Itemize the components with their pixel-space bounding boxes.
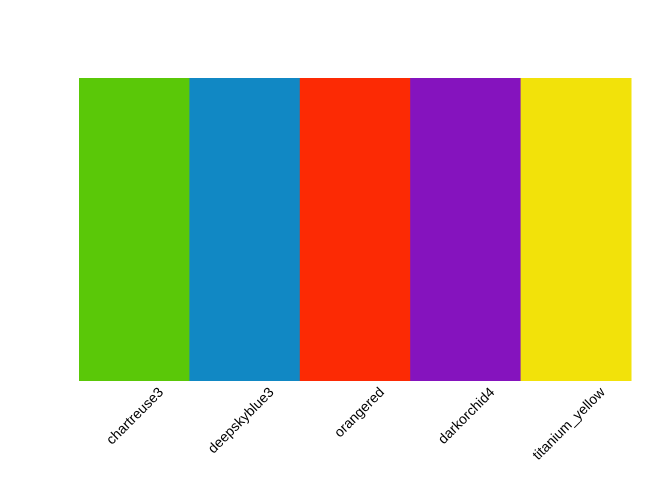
swatch-deepskyblue3 <box>189 78 301 381</box>
swatch-chartreuse3 <box>79 78 190 381</box>
swatches <box>79 78 632 381</box>
x-tick-labels: chartreuse3 deepskyblue3 orangered darkorch… <box>103 383 609 463</box>
swatch-orangered <box>299 78 411 381</box>
x-tick-label: darkorchid4 <box>434 384 497 447</box>
x-tick-label: deepskyblue3 <box>204 384 277 457</box>
x-tick-label: orangered <box>331 384 387 440</box>
x-tick-label: titanium_yellow <box>529 383 609 463</box>
swatch-titanium_yellow <box>520 78 632 381</box>
x-tick-label: chartreuse3 <box>103 384 167 448</box>
swatch-darkorchid4 <box>410 78 522 381</box>
